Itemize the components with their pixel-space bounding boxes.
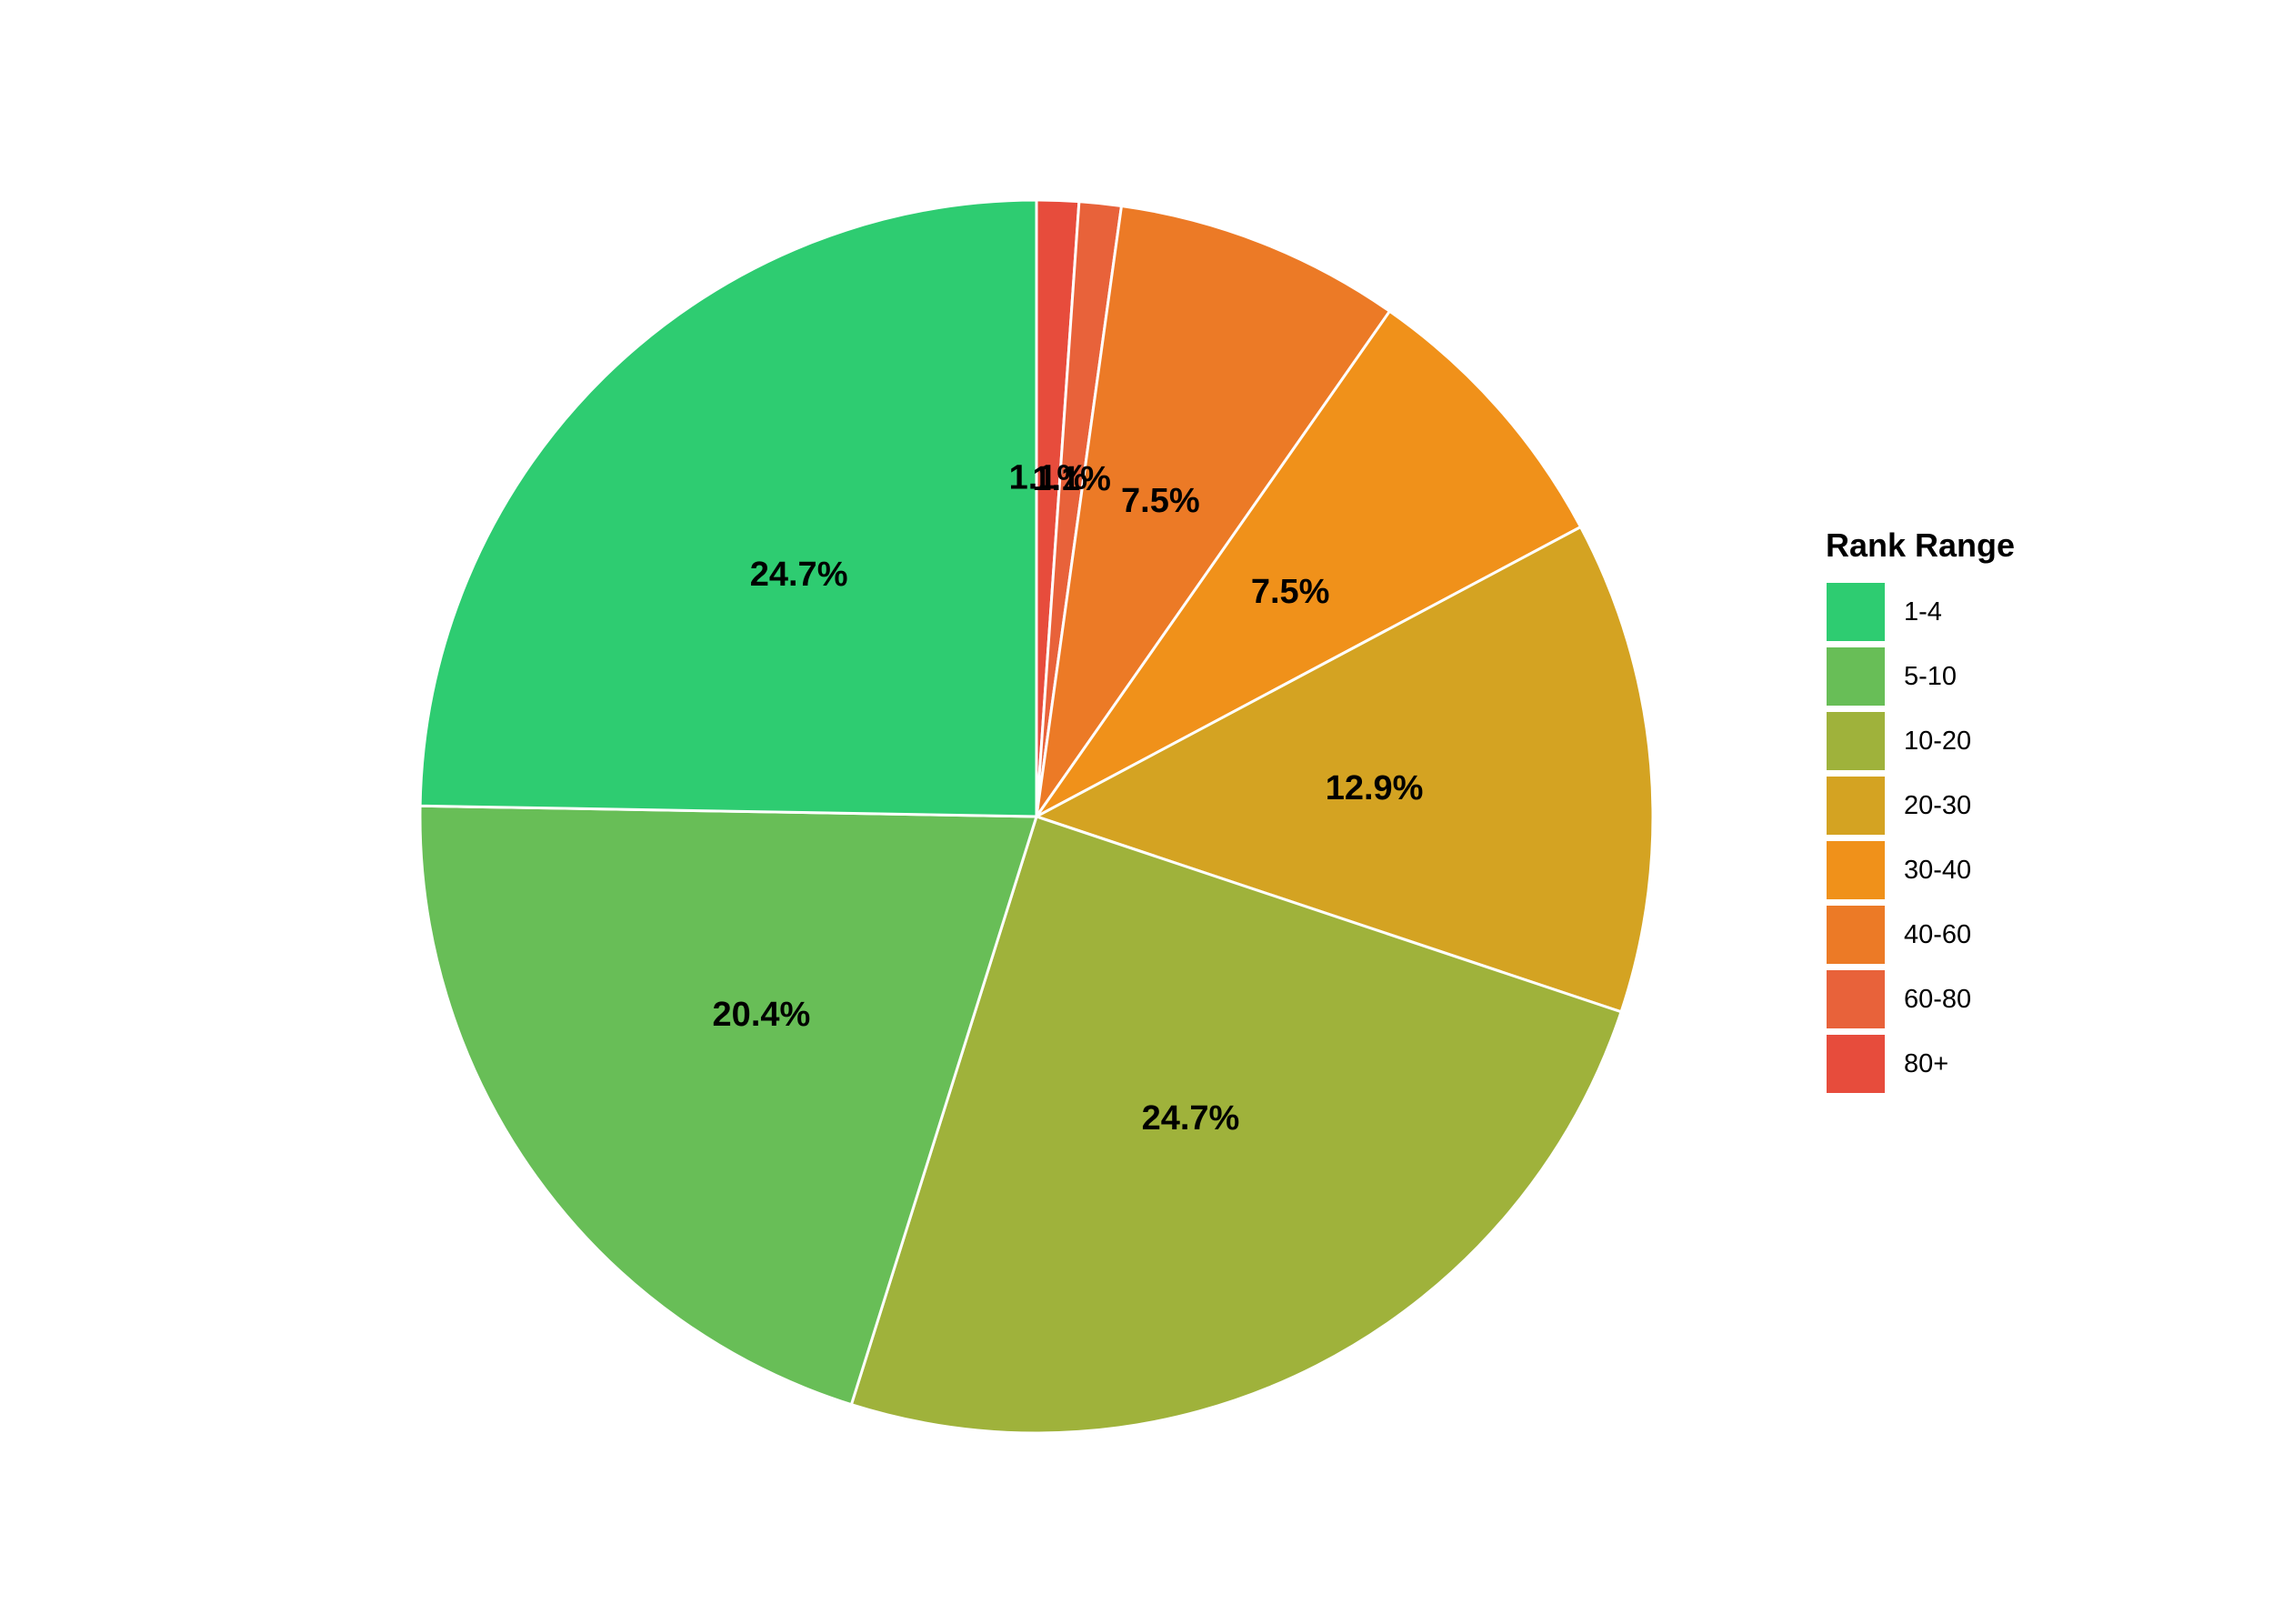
- slice-label-80+: 1.1%: [1009, 458, 1088, 496]
- legend-swatch-10-20: [1825, 710, 1887, 772]
- pie-slices: [418, 198, 1655, 1435]
- slice-label-30-40: 7.5%: [1251, 573, 1330, 611]
- legend-swatch-80+: [1825, 1033, 1887, 1095]
- legend-swatch-1-4: [1825, 581, 1887, 643]
- pie-slice-10-20: [849, 815, 1623, 1435]
- pie-slice-40-60: [1035, 204, 1392, 817]
- legend-items: 1-4 5-10 10-20 20-30 30-40 40-60 60-80 80+: [1825, 581, 1971, 1095]
- legend-label-80+: 80+: [1904, 1049, 1948, 1078]
- slice-label-60-80: 1.1%: [1032, 460, 1111, 498]
- slice-label-10-20: 24.7%: [1142, 1099, 1240, 1138]
- legend-label-40-60: 40-60: [1904, 920, 1971, 949]
- legend-swatch-40-60: [1825, 904, 1887, 966]
- legend-swatch-20-30: [1825, 775, 1887, 837]
- legend-label-10-20: 10-20: [1904, 727, 1971, 756]
- pie-slice-30-40: [1035, 309, 1583, 818]
- legend-label-1-4: 1-4: [1904, 597, 1942, 627]
- legend: Rank Range 1-4 5-10 10-20 20-30 30-40 40-60 60…: [1825, 526, 2015, 1095]
- pie-slice-1-4: [418, 198, 1038, 818]
- slice-label-1-4: 24.7%: [750, 556, 848, 594]
- pie-slice-5-10: [418, 804, 1039, 1407]
- legend-label-60-80: 60-80: [1904, 985, 1971, 1014]
- legend-label-20-30: 20-30: [1904, 791, 1971, 820]
- legend-label-30-40: 30-40: [1904, 856, 1971, 885]
- legend-swatch-60-80: [1825, 968, 1887, 1030]
- legend-swatch-5-10: [1825, 646, 1887, 707]
- slice-label-5-10: 20.4%: [713, 996, 811, 1034]
- slice-label-40-60: 7.5%: [1121, 482, 1200, 520]
- pie-slice-labels: 1.1%1.1% 7.5% 7.5% 12.9% 24.7% 20.4% 24.7%: [713, 458, 1424, 1138]
- legend-label-5-10: 5-10: [1904, 662, 1957, 691]
- pie-slice-20-30: [1033, 525, 1655, 1014]
- legend-title: Rank Range: [1826, 526, 2015, 564]
- legend-swatch-30-40: [1825, 839, 1887, 901]
- slice-label-20-30: 12.9%: [1326, 769, 1424, 807]
